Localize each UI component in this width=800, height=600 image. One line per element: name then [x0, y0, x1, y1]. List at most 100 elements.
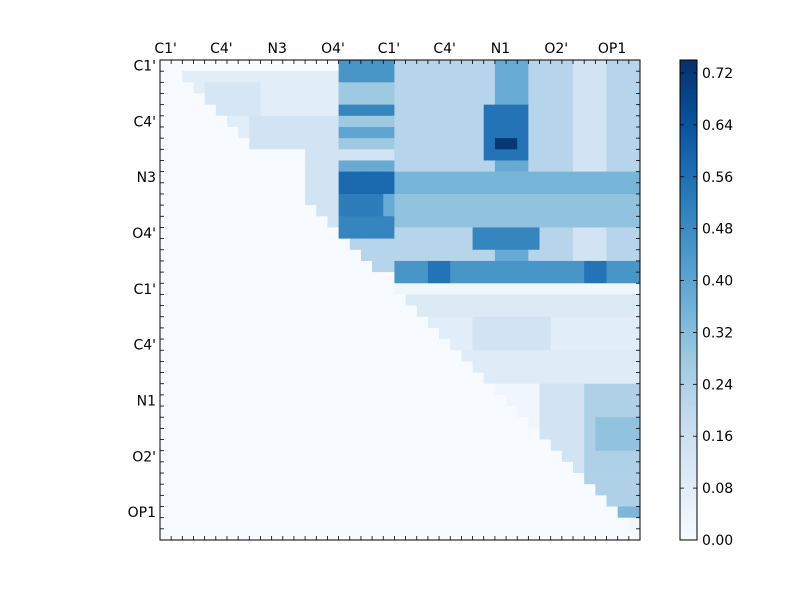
heatmap-cell: [561, 372, 574, 385]
heatmap-cell: [349, 506, 362, 519]
heatmap-cell: [182, 126, 194, 139]
heatmap-cell: [550, 339, 563, 351]
heatmap-cell: [349, 260, 362, 273]
heatmap-cell: [517, 182, 529, 195]
heatmap-cell: [628, 473, 641, 485]
heatmap-cell: [394, 339, 406, 351]
heatmap-cell: [182, 272, 194, 284]
heatmap-cell: [327, 205, 340, 217]
heatmap-cell: [160, 517, 172, 530]
heatmap-cell: [472, 439, 485, 452]
heatmap-cell: [550, 517, 563, 530]
heatmap-cell: [160, 171, 172, 184]
heatmap-cell: [506, 528, 518, 541]
heatmap-cell: [282, 138, 295, 150]
heatmap-cell: [628, 60, 641, 72]
heatmap-cell: [360, 383, 373, 396]
heatmap-cell: [305, 71, 317, 83]
heatmap-cell: [617, 171, 630, 184]
heatmap-cell: [293, 104, 306, 117]
heatmap-cell: [472, 216, 485, 228]
heatmap-cell: [215, 372, 228, 385]
heatmap-cell: [160, 528, 172, 541]
heatmap-cell: [360, 82, 373, 94]
heatmap-cell: [450, 461, 462, 474]
heatmap-cell: [416, 216, 429, 228]
heatmap-cell: [282, 305, 295, 318]
heatmap-cell: [561, 193, 574, 206]
heatmap-cell: [160, 60, 172, 72]
heatmap-cell: [238, 171, 250, 184]
heatmap-cell: [316, 417, 328, 429]
heatmap-cell: [606, 227, 619, 240]
heatmap-cell: [573, 193, 585, 206]
heatmap-cell: [171, 461, 183, 474]
heatmap-cell: [338, 138, 351, 150]
heatmap-cell: [171, 327, 183, 340]
heatmap-cell: [483, 428, 496, 440]
heatmap-cell: [360, 528, 373, 541]
heatmap-cell: [260, 71, 273, 83]
heatmap-cell: [238, 227, 250, 240]
heatmap-cell: [182, 517, 194, 530]
heatmap-cell: [494, 227, 507, 240]
heatmap-cell: [316, 171, 328, 184]
heatmap-cell: [628, 93, 641, 106]
heatmap-cell: [450, 115, 462, 128]
heatmap-cell: [561, 473, 574, 485]
heatmap-cell: [595, 517, 607, 530]
heatmap-cell: [271, 260, 284, 273]
heatmap-cell: [338, 428, 351, 440]
heatmap-cell: [517, 138, 529, 150]
heatmap-cell: [171, 260, 183, 273]
heatmap-cell: [193, 171, 206, 184]
heatmap-cell: [606, 149, 619, 161]
heatmap-cell: [584, 71, 596, 83]
heatmap-cell: [405, 450, 418, 463]
heatmap-cell: [215, 205, 228, 217]
heatmap-cell: [439, 205, 451, 217]
heatmap-cell: [182, 473, 194, 485]
heatmap-cell: [160, 283, 172, 295]
heatmap-cell: [394, 350, 406, 362]
heatmap-cell: [226, 339, 239, 351]
heatmap-cell: [293, 149, 306, 161]
heatmap-cell: [204, 450, 217, 463]
heatmap-cell: [372, 126, 384, 139]
heatmap-cell: [461, 238, 473, 251]
heatmap-cell: [394, 528, 406, 541]
heatmap-cell: [182, 372, 194, 385]
heatmap-cell: [595, 339, 607, 351]
heatmap-cell: [483, 528, 496, 541]
heatmap-cell: [606, 238, 619, 251]
heatmap-cell: [483, 406, 496, 418]
heatmap-cell: [327, 383, 340, 396]
heatmap-cell: [171, 339, 183, 351]
heatmap-cell: [483, 339, 496, 351]
heatmap-cell: [494, 517, 507, 530]
heatmap-cell: [539, 160, 552, 173]
heatmap-cell: [305, 249, 317, 262]
heatmap-cell: [472, 372, 485, 385]
heatmap-cell: [573, 361, 585, 373]
heatmap-cell: [561, 484, 574, 496]
heatmap-cell: [561, 428, 574, 440]
heatmap-cell: [405, 406, 418, 418]
heatmap-cell: [226, 272, 239, 284]
heatmap-cell: [427, 473, 440, 485]
heatmap-cell: [517, 517, 529, 530]
heatmap-cell: [305, 160, 317, 173]
heatmap-cell: [271, 327, 284, 340]
heatmap-cell: [249, 249, 261, 262]
heatmap-cell: [171, 350, 183, 362]
heatmap-cell: [171, 495, 183, 507]
heatmap-cell: [338, 406, 351, 418]
heatmap-cell: [215, 171, 228, 184]
heatmap-cell: [238, 372, 250, 385]
heatmap-cell: [349, 361, 362, 373]
heatmap-cell: [584, 171, 596, 184]
heatmap-cell: [383, 171, 395, 184]
heatmap-cell: [517, 294, 529, 306]
heatmap-cell: [439, 327, 451, 340]
heatmap-cell: [439, 283, 451, 295]
